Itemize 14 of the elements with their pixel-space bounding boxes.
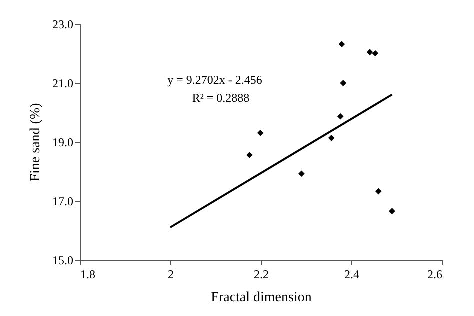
annotation: R² = 0.2888	[192, 91, 250, 105]
x-tick-label: 2.2	[254, 268, 269, 282]
y-tick-label: 21.0	[52, 76, 74, 90]
x-tick-label: 2.6	[428, 268, 442, 282]
y-tick-label: 15.0	[52, 254, 74, 268]
y-tick-label: 17.0	[52, 194, 74, 208]
x-tick-label: 2	[168, 268, 174, 282]
x-axis-title: Fractal dimension	[211, 290, 312, 306]
y-tick-label: 19.0	[52, 136, 74, 150]
x-tick-label: 1.8	[80, 268, 96, 282]
y-tick-label: 23.0	[52, 18, 74, 32]
y-axis-title: Fine sand (%)	[28, 102, 44, 182]
annotation: y = 9.2702x - 2.456	[168, 73, 262, 87]
x-tick-label: 2.4	[344, 268, 360, 282]
